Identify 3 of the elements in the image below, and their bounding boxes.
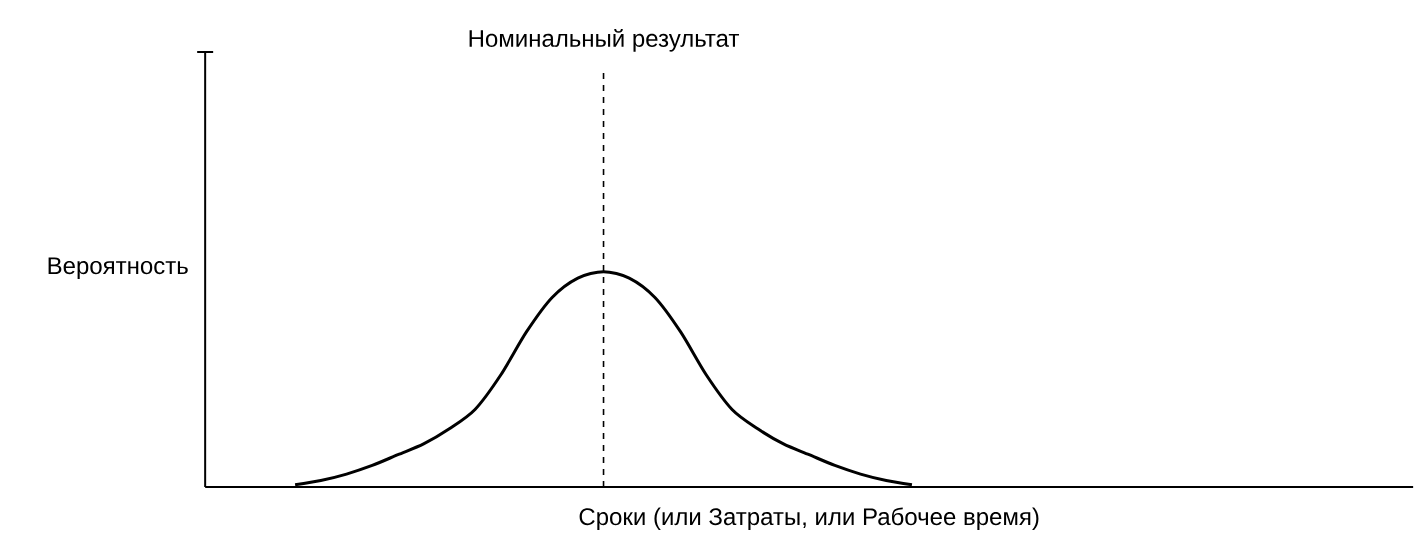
x-axis-title: Сроки (или Затраты, или Рабочее время)	[579, 507, 1039, 530]
y-axis-title: Вероятность	[48, 257, 188, 279]
text: Номинальный результат	[469, 28, 739, 52]
